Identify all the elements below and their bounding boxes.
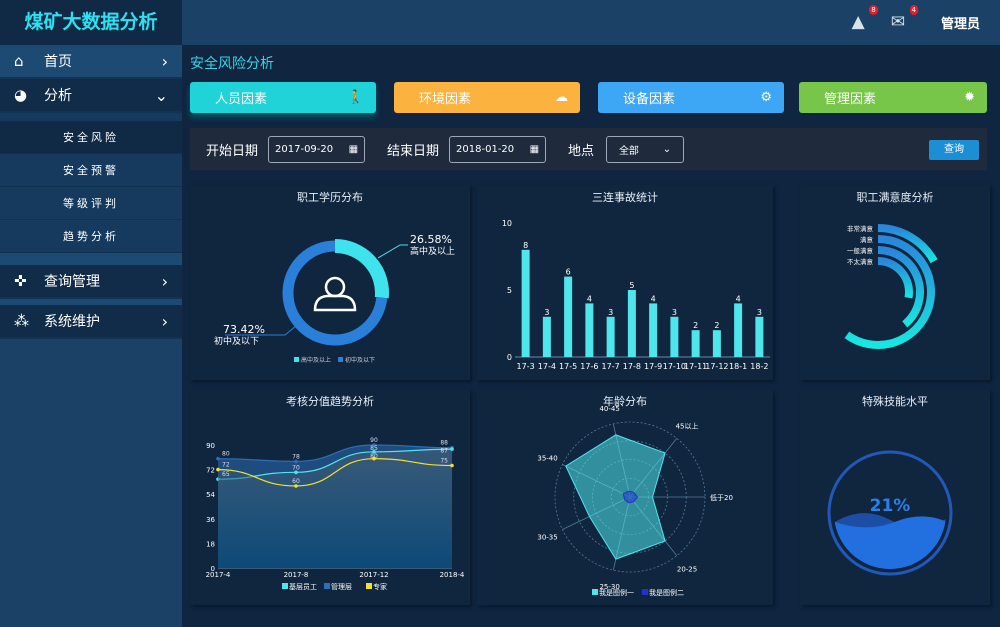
panel-accidents: 三连事故统计	[477, 185, 773, 380]
page-title: 安全风险分析	[190, 56, 274, 72]
panel-satisfaction: 职工满意度分析	[800, 185, 990, 380]
filter-bar: 开始日期 2017-09-20 ▦ 结束日期 2018-01-20 ▦ 地点 全部 ⌄…	[190, 128, 987, 170]
start-date-input[interactable]: 2017-09-20 ▦	[268, 135, 366, 163]
gear-icon: ✹	[964, 90, 975, 105]
sidebar-item-home[interactable]: ⌂ 首页 ›	[0, 45, 182, 79]
query-button[interactable]: 查询	[929, 140, 979, 160]
location-select[interactable]: 全部 ⌄	[606, 135, 685, 163]
sidebar-item-system[interactable]: ⁂ 系统维护 ›	[0, 305, 182, 339]
chart-title: 三连事故统计	[592, 191, 658, 204]
location-label: 地点	[568, 143, 595, 159]
card-personnel[interactable]: 人员因素 🚶	[190, 82, 376, 113]
chevron-down-icon: ⌄	[154, 85, 168, 105]
panel-age: 年龄分布	[477, 390, 773, 605]
sidebar-subitem-trend[interactable]: 趋势分析	[0, 220, 182, 253]
alert-badge: 8	[869, 5, 878, 15]
warning-icon: ▲	[851, 12, 865, 32]
alert-button[interactable]: ▲ 8	[851, 5, 878, 32]
end-date-label: 结束日期	[387, 143, 440, 159]
sidebar-subitem-grade[interactable]: 等级评判	[0, 187, 182, 220]
panel-score-trend: 考核分值趋势分析	[190, 390, 470, 605]
person-icon: 🚶	[347, 90, 364, 105]
sidebar-item-analysis[interactable]: ◕ 分析 ⌄	[0, 79, 182, 113]
sidebar-item-query[interactable]: ✜ 查询管理 ›	[0, 265, 182, 299]
chevron-right-icon: ›	[161, 311, 168, 331]
card-environment[interactable]: 环境因素 ☁	[394, 82, 580, 113]
home-icon: ⌂	[14, 52, 24, 70]
steam-icon: ⚙	[760, 90, 772, 105]
card-management[interactable]: 管理因素 ✹	[799, 82, 987, 113]
sidebar-subitem-safety-risk[interactable]: 安全风险	[0, 121, 182, 154]
message-badge: 4	[909, 5, 918, 15]
messages-button[interactable]: ✉ 4	[890, 5, 918, 32]
start-date-label: 开始日期	[206, 143, 259, 159]
chevron-down-icon: ⌄	[662, 143, 672, 155]
chart-title: 职工满意度分析	[856, 191, 934, 204]
chart-title: 职工学历分布	[297, 191, 363, 204]
cloud-icon: ☁	[555, 90, 568, 105]
chart-title: 考核分值趋势分析	[286, 395, 374, 408]
chart-title: 年龄分布	[603, 395, 647, 408]
chevron-right-icon: ›	[161, 271, 168, 291]
chevron-right-icon: ›	[161, 51, 168, 71]
mail-icon: ✉	[890, 12, 905, 32]
chart-title: 特殊技能水平	[862, 395, 928, 408]
calendar-icon: ▦	[529, 143, 540, 155]
end-date-input[interactable]: 2018-01-20 ▦	[449, 135, 547, 163]
card-equipment[interactable]: 设备因素 ⚙	[598, 82, 784, 113]
panel-skill: 特殊技能水平	[800, 390, 990, 605]
dashboard-icon: ◕	[14, 86, 28, 104]
calendar-icon: ▦	[348, 143, 359, 155]
crosshair-icon: ✜	[14, 272, 27, 290]
sidebar-subitem-safety-warning[interactable]: 安全预警	[0, 154, 182, 187]
panel-education: 职工学历分布	[190, 185, 470, 380]
sidebar: 煤矿大数据分析 ⌂ 首页 › ◕ 分析 ⌄ 安全风险 安全预警 等级评判 趋势分析 ✜ 查…	[0, 0, 182, 627]
header: ▲ 8 ✉ 4 管理员	[182, 0, 1000, 45]
cubes-icon: ⁂	[14, 312, 29, 330]
user-menu[interactable]: 管理员	[940, 17, 980, 32]
app-title: 煤矿大数据分析	[0, 0, 182, 45]
